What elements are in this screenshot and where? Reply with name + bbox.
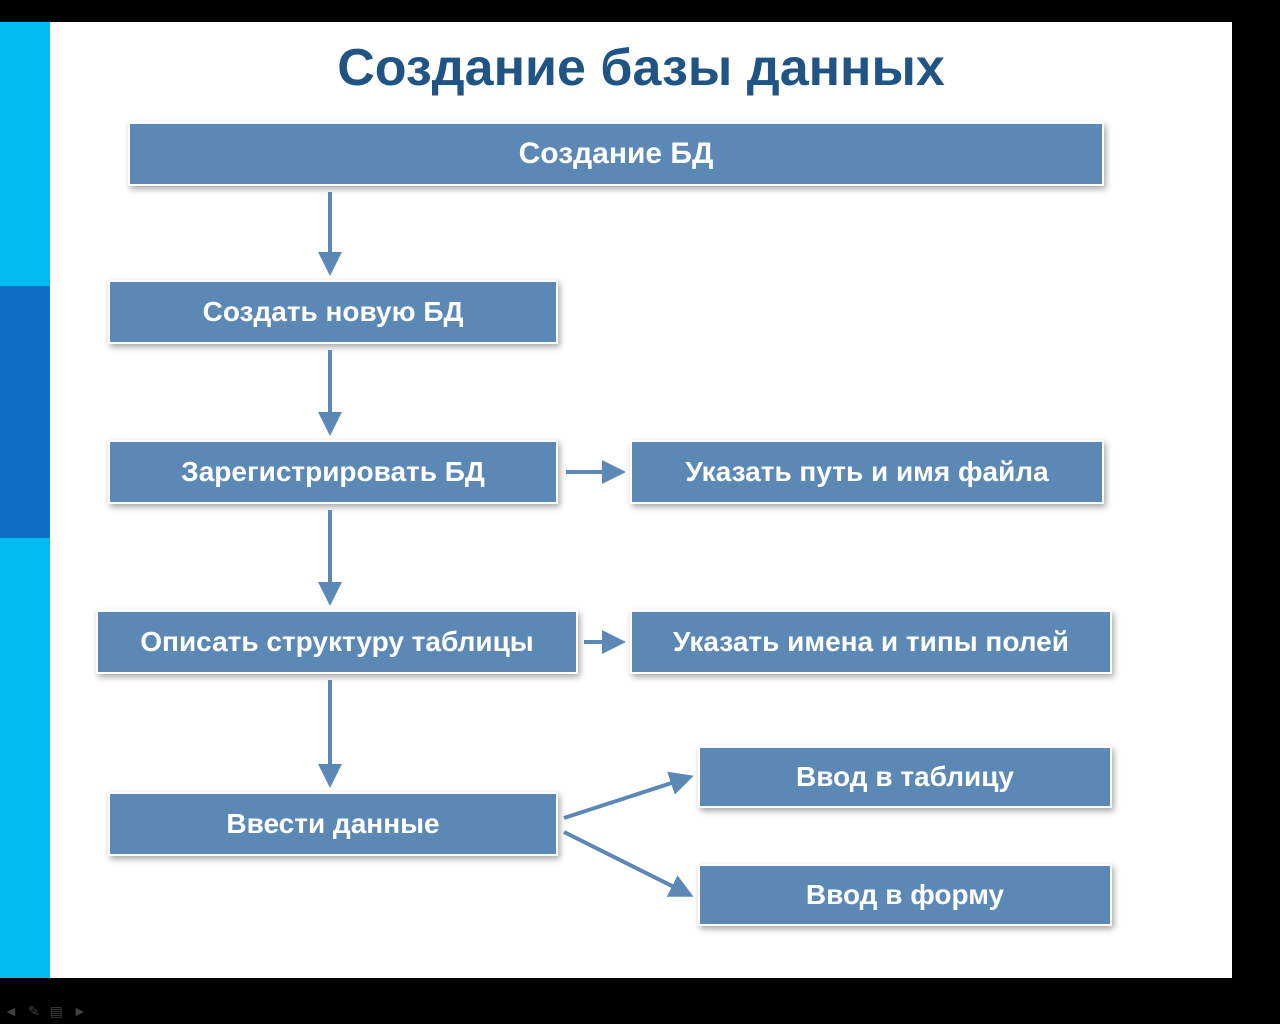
nav-prev-icon[interactable]: ◄ [4, 1003, 20, 1020]
flow-edge-n7-n9 [564, 832, 690, 895]
flow-arrows [0, 22, 1232, 978]
nav-pen-icon[interactable]: ✎ [28, 1003, 42, 1020]
nav-menu-icon[interactable]: ▤ [50, 1003, 65, 1020]
slideshow-nav: ◄ ✎ ▤ ► [4, 1003, 89, 1020]
nav-next-icon[interactable]: ► [73, 1003, 89, 1020]
flow-edge-n7-n8 [564, 777, 690, 818]
slide: Создание базы данных Создание БДСоздать … [0, 22, 1232, 978]
